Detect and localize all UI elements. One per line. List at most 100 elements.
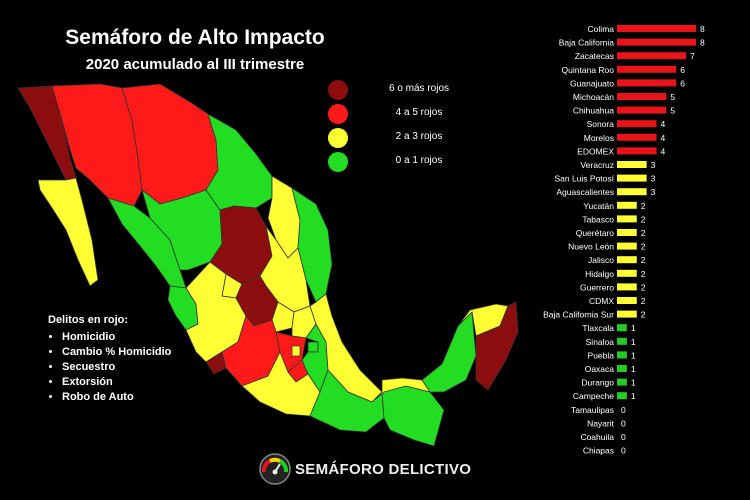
bar-value-label: 1 <box>631 364 636 374</box>
crimes-heading: Delitos en rojo: <box>48 314 129 326</box>
bar <box>617 297 637 304</box>
bar-category-label: Campeche <box>573 391 614 401</box>
bar-value-label: 1 <box>631 378 636 388</box>
bar-category-label: San Luis Potosí <box>554 174 614 184</box>
bar <box>617 161 647 168</box>
bar-value-label: 2 <box>641 201 646 211</box>
bar-value-label: 2 <box>641 228 646 238</box>
bar <box>617 229 637 236</box>
map-state-guerrero <box>241 351 321 417</box>
map-state-campeche <box>421 311 477 393</box>
bar-category-label: Sonora <box>587 119 615 129</box>
legend-label: 0 a 1 rojos <box>395 155 443 166</box>
traffic-light-gauge-icon <box>259 453 291 485</box>
legend-label: 2 a 3 rojos <box>395 131 443 142</box>
bar-value-label: 6 <box>680 65 685 75</box>
bar <box>617 242 637 250</box>
bar-category-label: Tabasco <box>582 214 614 224</box>
bar-category-label: Oaxaca <box>585 364 615 374</box>
bar <box>617 65 677 73</box>
bar <box>617 392 627 400</box>
crime-item: Homicidio <box>62 330 171 345</box>
legend-item: 6 o más rojos <box>328 80 478 100</box>
bar <box>617 93 667 100</box>
bar <box>617 106 667 114</box>
bar-category-label: Tlaxcala <box>582 323 614 333</box>
legend-item: 4 a 5 rojos <box>328 104 478 124</box>
bar-category-label: Baja California <box>559 38 615 48</box>
bar <box>617 283 637 291</box>
bar-value-label: 2 <box>641 310 646 320</box>
legend-item: 2 a 3 rojos <box>328 128 478 148</box>
bar-value-label: 0 <box>621 432 626 442</box>
bar-category-label: Chihuahua <box>573 106 614 116</box>
bar-value-label: 5 <box>670 106 675 116</box>
legend-swatch <box>328 104 348 124</box>
bar-category-label: Coahuila <box>580 432 614 442</box>
legend-item: 0 a 1 rojos <box>328 152 478 172</box>
bar <box>617 38 696 46</box>
bar <box>617 351 627 359</box>
map-state-baja-california-sur <box>37 177 99 287</box>
bar-category-label: Guerrero <box>580 282 614 292</box>
bar-category-label: EDOMEX <box>577 146 614 156</box>
bar <box>617 174 647 182</box>
bar-category-label: Durango <box>581 378 614 388</box>
bar-category-label: Querétaro <box>576 228 615 238</box>
map-state-cdmx <box>291 345 301 357</box>
bar-category-label: Michoacán <box>573 92 614 102</box>
chart-subtitle: 2020 acumulado al III trimestre <box>85 56 305 73</box>
bar <box>617 79 677 87</box>
bar <box>617 365 627 372</box>
crimes-list: HomicidioCambio % HomicidioSecuestroExto… <box>48 330 171 405</box>
bar-value-label: 1 <box>631 323 636 333</box>
bar-value-label: 7 <box>690 51 695 61</box>
bar-value-label: 0 <box>621 418 626 428</box>
bar <box>617 269 637 277</box>
bar-category-label: Jalisco <box>588 255 614 265</box>
map-state-queretaro <box>271 301 295 333</box>
map-state-tlaxcala <box>307 341 319 353</box>
chart-title: Semáforo de Alto Impacto <box>65 26 325 49</box>
bar-category-label: Aguascalientes <box>556 187 614 197</box>
bar-category-label: Colima <box>588 24 615 34</box>
bar-value-label: 3 <box>651 187 656 197</box>
bar-value-label: 8 <box>700 38 705 48</box>
bar <box>617 133 657 141</box>
mexico-map <box>17 83 519 447</box>
legend-swatch <box>328 128 348 148</box>
bar-value-label: 8 <box>700 24 705 34</box>
bar-category-label: Baja California Sur <box>543 310 614 320</box>
crime-item: Robo de Auto <box>62 390 171 405</box>
bar <box>617 378 627 386</box>
crime-item: Extorsión <box>62 375 171 390</box>
bar-value-label: 4 <box>661 119 666 129</box>
bar-category-label: Guanajuato <box>570 78 614 88</box>
bar-value-label: 2 <box>641 296 646 306</box>
bar <box>617 188 647 196</box>
bar <box>617 215 637 223</box>
bar-category-label: Nayarit <box>587 418 615 428</box>
bar-category-label: Veracruz <box>580 160 614 170</box>
bar <box>617 337 627 345</box>
bar <box>617 147 657 155</box>
bar-category-label: Nuevo León <box>568 242 614 252</box>
bar-value-label: 2 <box>641 282 646 292</box>
logo-text: SEMÁFORO DELICTIVO <box>295 461 472 478</box>
bar-value-label: 2 <box>641 269 646 279</box>
bar-value-label: 1 <box>631 337 636 347</box>
legend-swatch <box>328 80 348 100</box>
bar-value-label: 0 <box>621 405 626 415</box>
bar <box>617 324 627 332</box>
crime-item: Secuestro <box>62 360 171 375</box>
bar-category-label: Zacatecas <box>575 51 614 61</box>
bar-value-label: 2 <box>641 214 646 224</box>
bar <box>617 201 637 209</box>
state-ranking-bar-chart: Colima 8 Baja California 8 Zacatecas 7 Quintan… <box>543 24 705 456</box>
bar-value-label: 4 <box>661 133 666 143</box>
legend-label: 6 o más rojos <box>388 83 450 94</box>
crimes-in-red-panel: Delitos en rojo: HomicidioCambio % Homic… <box>48 313 171 405</box>
bar-category-label: CDMX <box>589 296 614 306</box>
bar-value-label: 2 <box>641 255 646 265</box>
legend-label: 4 a 5 rojos <box>395 107 443 118</box>
